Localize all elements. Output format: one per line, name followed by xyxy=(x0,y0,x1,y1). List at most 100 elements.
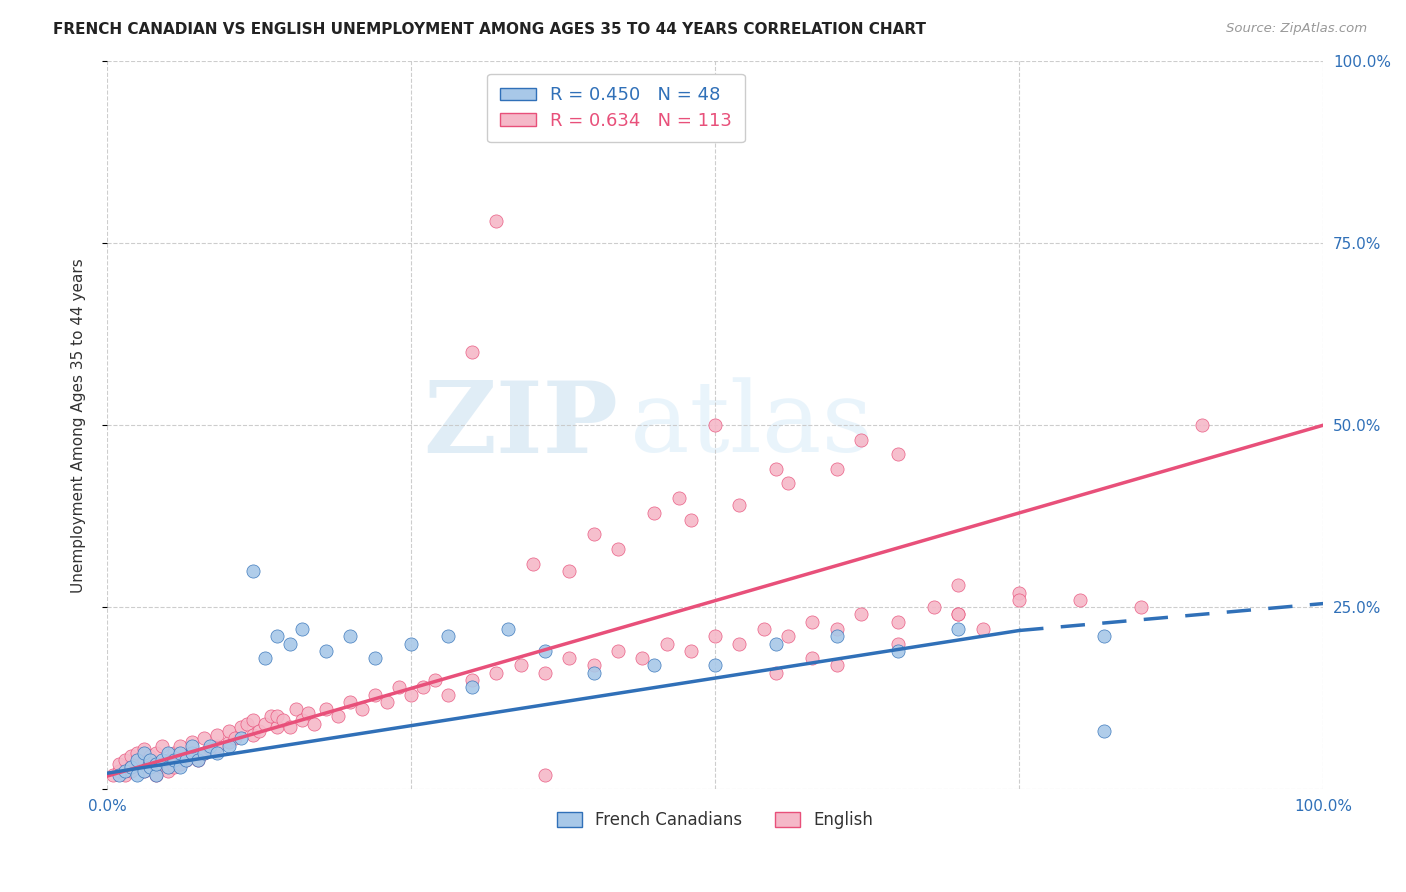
Point xyxy=(242,564,264,578)
Point xyxy=(169,756,191,771)
Point xyxy=(205,739,228,753)
Point xyxy=(266,629,288,643)
Point xyxy=(108,767,131,781)
Point xyxy=(1008,593,1031,607)
Point xyxy=(436,629,458,643)
Point xyxy=(145,756,167,771)
Point xyxy=(101,767,124,781)
Point xyxy=(778,476,800,491)
Point xyxy=(606,541,628,556)
Point xyxy=(242,728,264,742)
Point xyxy=(205,728,228,742)
Point xyxy=(558,651,581,665)
Point xyxy=(534,665,557,680)
Point xyxy=(972,622,994,636)
Point xyxy=(127,756,149,771)
Point xyxy=(922,600,945,615)
Point xyxy=(278,720,301,734)
Point xyxy=(948,622,970,636)
Point xyxy=(765,462,787,476)
Point xyxy=(1008,585,1031,599)
Point xyxy=(606,644,628,658)
Point xyxy=(388,681,411,695)
Point xyxy=(247,723,270,738)
Point xyxy=(278,637,301,651)
Point xyxy=(108,764,131,778)
Point xyxy=(765,637,787,651)
Point xyxy=(114,767,136,781)
Point xyxy=(127,767,149,781)
Point xyxy=(193,746,215,760)
Text: FRENCH CANADIAN VS ENGLISH UNEMPLOYMENT AMONG AGES 35 TO 44 YEARS CORRELATION CH: FRENCH CANADIAN VS ENGLISH UNEMPLOYMENT … xyxy=(53,22,927,37)
Point xyxy=(169,739,191,753)
Point xyxy=(679,644,702,658)
Point xyxy=(120,760,142,774)
Point xyxy=(412,681,434,695)
Point xyxy=(886,637,908,651)
Point xyxy=(193,731,215,746)
Point xyxy=(825,629,848,643)
Point xyxy=(218,735,240,749)
Point xyxy=(315,702,337,716)
Point xyxy=(728,637,751,651)
Point xyxy=(156,764,179,778)
Point xyxy=(801,651,824,665)
Point xyxy=(163,760,186,774)
Point xyxy=(778,629,800,643)
Point xyxy=(1129,600,1152,615)
Point xyxy=(886,644,908,658)
Point xyxy=(138,760,160,774)
Point xyxy=(132,764,155,778)
Point xyxy=(169,760,191,774)
Point xyxy=(582,658,605,673)
Point xyxy=(218,739,240,753)
Point xyxy=(218,723,240,738)
Point xyxy=(127,746,149,760)
Point xyxy=(150,753,173,767)
Point xyxy=(174,753,197,767)
Text: ZIP: ZIP xyxy=(423,376,617,474)
Point xyxy=(849,433,872,447)
Point xyxy=(120,749,142,764)
Point xyxy=(765,665,787,680)
Point xyxy=(145,767,167,781)
Point xyxy=(145,767,167,781)
Point xyxy=(291,713,314,727)
Point xyxy=(150,760,173,774)
Point xyxy=(655,637,678,651)
Point xyxy=(127,753,149,767)
Point xyxy=(582,527,605,541)
Point xyxy=(948,578,970,592)
Point xyxy=(534,767,557,781)
Point xyxy=(1092,629,1115,643)
Point xyxy=(273,713,295,727)
Point xyxy=(242,713,264,727)
Point xyxy=(522,557,544,571)
Point xyxy=(704,629,727,643)
Point xyxy=(187,753,209,767)
Point xyxy=(643,658,665,673)
Point xyxy=(886,615,908,629)
Point xyxy=(485,214,508,228)
Text: atlas: atlas xyxy=(630,377,873,473)
Point xyxy=(728,498,751,512)
Point xyxy=(145,746,167,760)
Point xyxy=(399,637,422,651)
Point xyxy=(193,746,215,760)
Point xyxy=(363,651,385,665)
Point xyxy=(352,702,374,716)
Point xyxy=(187,753,209,767)
Point xyxy=(704,658,727,673)
Point xyxy=(704,418,727,433)
Point xyxy=(849,607,872,622)
Point xyxy=(156,753,179,767)
Point xyxy=(138,753,160,767)
Point xyxy=(291,622,314,636)
Point xyxy=(260,709,283,723)
Point xyxy=(436,688,458,702)
Point xyxy=(534,644,557,658)
Point xyxy=(132,753,155,767)
Point xyxy=(679,513,702,527)
Point xyxy=(229,720,252,734)
Point xyxy=(145,756,167,771)
